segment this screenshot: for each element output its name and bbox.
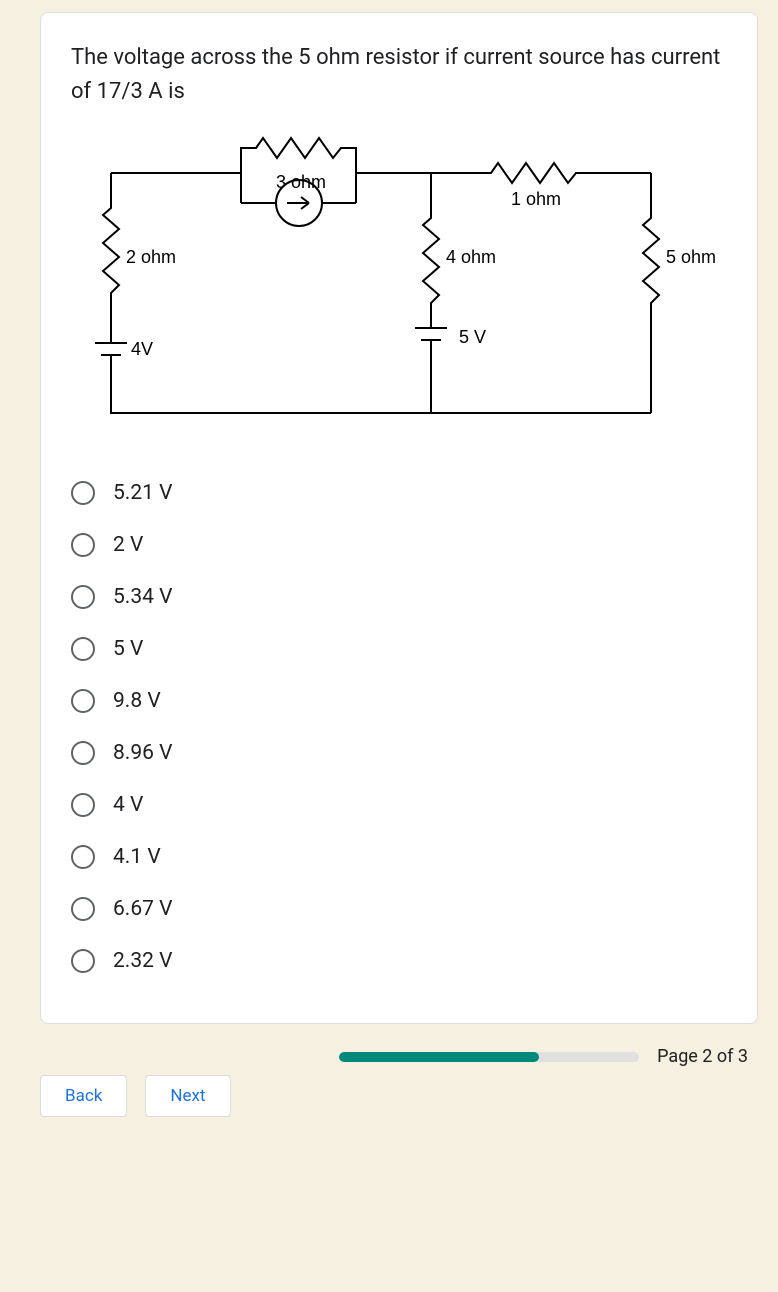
circuit-diagram: 3 ohm 1 ohm 2 ohm 4 ohm 5 ohm 4V 5 V	[71, 133, 727, 437]
option-row[interactable]: 9.8 V	[71, 675, 727, 727]
option-row[interactable]: 5 V	[71, 623, 727, 675]
label-4ohm: 4 ohm	[446, 247, 496, 267]
label-4v: 4V	[131, 339, 153, 359]
option-row[interactable]: 4 V	[71, 779, 727, 831]
option-label: 5 V	[113, 637, 143, 661]
page-label: Page 2 of 3	[657, 1046, 748, 1067]
option-label: 4 V	[113, 793, 143, 817]
option-label: 6.67 V	[113, 897, 173, 921]
radio-icon[interactable]	[71, 637, 95, 661]
option-row[interactable]: 8.96 V	[71, 727, 727, 779]
question-text: The voltage across the 5 ohm resistor if…	[71, 41, 727, 109]
option-label: 9.8 V	[113, 689, 161, 713]
next-button[interactable]: Next	[145, 1075, 230, 1117]
label-5v: 5 V	[459, 327, 486, 347]
question-card: The voltage across the 5 ohm resistor if…	[40, 12, 758, 1024]
option-label: 5.34 V	[113, 585, 173, 609]
progress-wrap: Page 2 of 3	[339, 1046, 748, 1067]
radio-icon[interactable]	[71, 949, 95, 973]
radio-icon[interactable]	[71, 481, 95, 505]
label-3ohm: 3 ohm	[276, 172, 326, 192]
radio-icon[interactable]	[71, 585, 95, 609]
option-label: 5.21 V	[113, 481, 173, 505]
option-label: 8.96 V	[113, 741, 173, 765]
radio-icon[interactable]	[71, 897, 95, 921]
option-row[interactable]: 5.21 V	[71, 467, 727, 519]
radio-icon[interactable]	[71, 741, 95, 765]
radio-icon[interactable]	[71, 845, 95, 869]
label-2ohm: 2 ohm	[126, 247, 176, 267]
option-row[interactable]: 2 V	[71, 519, 727, 571]
progress-bar	[339, 1052, 639, 1062]
option-row[interactable]: 5.34 V	[71, 571, 727, 623]
nav-buttons: Back Next	[40, 1075, 758, 1117]
option-row[interactable]: 2.32 V	[71, 935, 727, 987]
label-5ohm: 5 ohm	[666, 247, 716, 267]
option-label: 2 V	[113, 533, 143, 557]
option-row[interactable]: 4.1 V	[71, 831, 727, 883]
footer: Page 2 of 3	[40, 1046, 758, 1067]
option-row[interactable]: 6.67 V	[71, 883, 727, 935]
option-label: 4.1 V	[113, 845, 161, 869]
back-button[interactable]: Back	[40, 1075, 127, 1117]
radio-icon[interactable]	[71, 533, 95, 557]
option-label: 2.32 V	[113, 949, 173, 973]
label-1ohm: 1 ohm	[511, 189, 561, 209]
radio-icon[interactable]	[71, 689, 95, 713]
progress-fill	[339, 1052, 539, 1062]
radio-icon[interactable]	[71, 793, 95, 817]
options-list: 5.21 V 2 V 5.34 V 5 V 9.8 V 8.96 V 4 V	[71, 467, 727, 987]
